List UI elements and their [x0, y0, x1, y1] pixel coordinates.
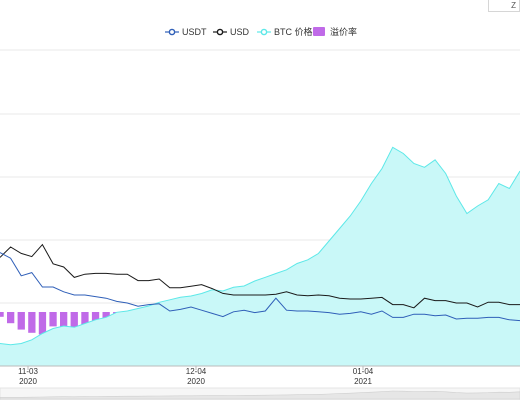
x-tick-label-year-1: 2020: [187, 377, 205, 386]
x-tick-label-day-2: 01-04: [353, 367, 374, 376]
premium-bar-2: [17, 312, 25, 330]
usd-line: [0, 243, 520, 309]
premium-bar-5: [49, 312, 57, 327]
premium-bar-7: [70, 312, 78, 332]
x-tick-label-year-2: 2021: [354, 377, 372, 386]
legend-label-0: USDT: [182, 27, 207, 37]
premium-bar-3: [28, 312, 36, 333]
premium-bar-8: [81, 312, 89, 327]
legend: USDT USD BTC 价格 溢价率: [165, 26, 357, 37]
series-lines: [0, 243, 520, 322]
legend-label-1: USD: [230, 27, 250, 37]
premium-bar-4: [38, 312, 47, 335]
legend-label-2: BTC 价格: [274, 26, 313, 37]
btc-area-fill: [0, 147, 520, 366]
btc-area: [0, 146, 520, 366]
usdt-line: [0, 252, 520, 322]
legend-dot-2: [260, 28, 268, 36]
x-tick-label-year-0: 2020: [19, 377, 37, 386]
zoom-preview: [0, 390, 520, 400]
legend-label-3: 溢价率: [330, 26, 357, 37]
x-tick-label-day-0: 11-03: [18, 367, 38, 376]
legend-dot-0: [168, 28, 176, 36]
premium-bar-6: [60, 312, 68, 330]
btc-line: [0, 146, 520, 346]
premium-bar-1: [7, 312, 15, 324]
legend-swatch-3: [313, 27, 325, 36]
data-zoom-bar[interactable]: [0, 387, 520, 400]
x-tick-label-day-1: 12-04: [186, 367, 207, 376]
legend-dot-1: [216, 28, 224, 36]
premium-bar-0: [0, 312, 4, 317]
